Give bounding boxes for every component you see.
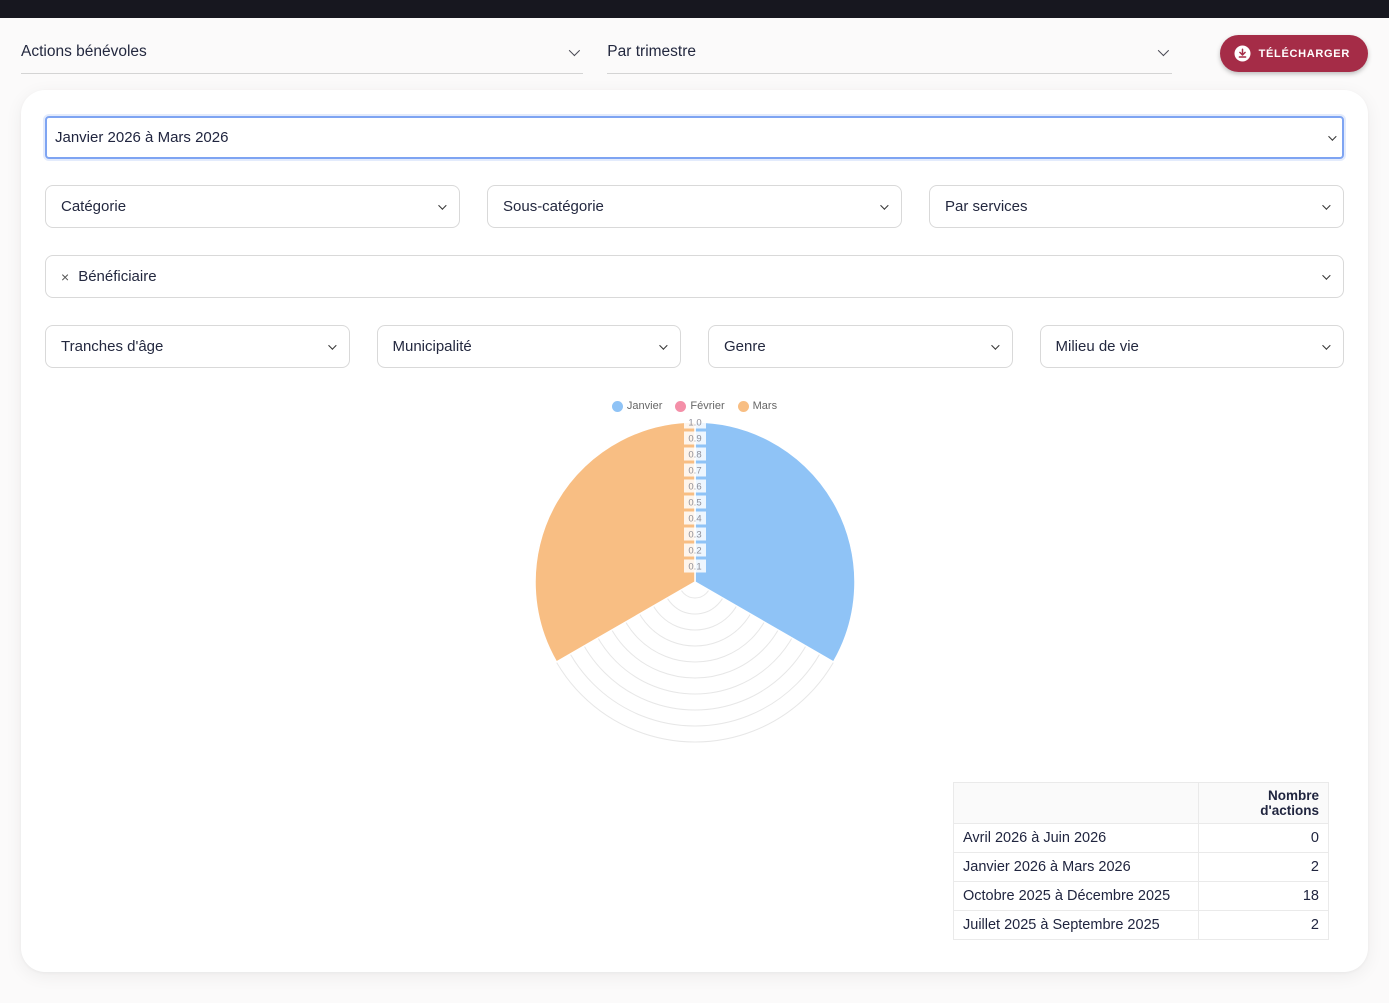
polar-sector-janvier (695, 422, 855, 662)
genre-select[interactable]: Genre (708, 325, 1013, 368)
legend-label: Février (690, 400, 724, 412)
toolbar: Actions bénévoles Par trimestre TÉLÉCHAR… (0, 18, 1389, 74)
radial-tick-label: 0.5 (688, 498, 701, 509)
chevron-down-icon (1322, 271, 1330, 279)
sous-categorie-select-label: Sous-catégorie (503, 198, 604, 215)
trimester-select[interactable]: Janvier 2026 à Mars 2026 (45, 116, 1344, 159)
filter-row-2: × Bénéficiaire (45, 255, 1344, 298)
chevron-down-icon (438, 201, 446, 209)
radial-tick-label: 0.1 (688, 562, 701, 573)
table-row: Janvier 2026 à Mars 20262 (954, 853, 1329, 882)
municipalite-select-label: Municipalité (393, 338, 472, 355)
chevron-down-icon (991, 341, 999, 349)
table-row: Juillet 2025 à Septembre 20252 (954, 911, 1329, 940)
radial-tick-label: 0.6 (688, 482, 701, 493)
radial-tick-label: 0.7 (688, 466, 701, 477)
polar-sector-mars (535, 422, 695, 662)
legend-label: Mars (753, 400, 777, 412)
tranches-age-select-label: Tranches d'âge (61, 338, 163, 355)
count-cell: 18 (1199, 882, 1329, 911)
categorie-select[interactable]: Catégorie (45, 185, 460, 228)
chevron-down-icon (880, 201, 888, 209)
results-table-body: Avril 2026 à Juin 20260Janvier 2026 à Ma… (954, 824, 1329, 940)
legend-dot (612, 401, 623, 412)
radial-tick-label: 0.9 (688, 434, 701, 445)
municipalite-select[interactable]: Municipalité (377, 325, 682, 368)
filter-row-3: Tranches d'âge Municipalité Genre Milieu… (45, 325, 1344, 368)
beneficiaire-select[interactable]: × Bénéficiaire (45, 255, 1344, 298)
radial-tick-label: 0.3 (688, 530, 701, 541)
chevron-down-icon (1322, 341, 1330, 349)
count-cell: 2 (1199, 911, 1329, 940)
count-cell: 0 (1199, 824, 1329, 853)
chevron-down-icon (569, 45, 580, 56)
table-header-row: Nombre d'actions (954, 783, 1329, 824)
filter-row-1: Catégorie Sous-catégorie Par services (45, 185, 1344, 228)
download-button-label: TÉLÉCHARGER (1259, 48, 1350, 60)
tranches-age-select[interactable]: Tranches d'âge (45, 325, 350, 368)
period-cell: Avril 2026 à Juin 2026 (954, 824, 1199, 853)
period-type-select[interactable]: Par trimestre (607, 37, 1171, 74)
legend-dot (675, 401, 686, 412)
categorie-select-label: Catégorie (61, 198, 126, 215)
period-cell: Juillet 2025 à Septembre 2025 (954, 911, 1199, 940)
period-cell: Janvier 2026 à Mars 2026 (954, 853, 1199, 882)
top-navbar (0, 0, 1389, 18)
genre-select-label: Genre (724, 338, 766, 355)
polar-area-chart: 0.1 0.2 0.3 0.4 0.5 0.6 0.7 0.8 0.9 1.0 (525, 412, 865, 750)
period-header (954, 783, 1199, 824)
chevron-down-icon (1157, 45, 1168, 56)
milieu-vie-select[interactable]: Milieu de vie (1040, 325, 1345, 368)
par-services-select[interactable]: Par services (929, 185, 1344, 228)
beneficiaire-select-label: Bénéficiaire (78, 268, 156, 285)
period-type-value: Par trimestre (607, 43, 696, 61)
par-services-select-label: Par services (945, 198, 1028, 215)
results-table-section: Nombre d'actions Avril 2026 à Juin 20260… (45, 782, 1344, 940)
report-type-select[interactable]: Actions bénévoles (21, 37, 583, 74)
legend-item[interactable]: Février (675, 400, 724, 412)
table-row: Octobre 2025 à Décembre 202518 (954, 882, 1329, 911)
chevron-down-icon (659, 341, 667, 349)
count-header: Nombre d'actions (1199, 783, 1329, 824)
remove-icon[interactable]: × (61, 269, 69, 285)
radial-tick-label: 0.8 (688, 450, 701, 461)
sous-categorie-select[interactable]: Sous-catégorie (487, 185, 902, 228)
chevron-down-icon (1322, 201, 1330, 209)
report-type-value: Actions bénévoles (21, 43, 147, 61)
radial-tick-label: 0.4 (688, 514, 701, 525)
count-cell: 2 (1199, 853, 1329, 882)
legend-label: Janvier (627, 400, 662, 412)
legend-dot (738, 401, 749, 412)
report-card: Janvier 2026 à Mars 2026 Catégorie Sous-… (21, 90, 1368, 972)
chart-section: Janvier Février Mars 0.1 0.2 0.3 0.4 0.5 0.6 0.7… (45, 400, 1344, 750)
table-row: Avril 2026 à Juin 20260 (954, 824, 1329, 853)
chevron-down-icon (328, 341, 336, 349)
chart-legend: Janvier Février Mars (612, 400, 777, 412)
radial-tick-label: 1.0 (688, 418, 701, 429)
trimester-select-value: Janvier 2026 à Mars 2026 (55, 129, 228, 146)
legend-item[interactable]: Janvier (612, 400, 662, 412)
milieu-vie-select-label: Milieu de vie (1056, 338, 1139, 355)
legend-item[interactable]: Mars (738, 400, 777, 412)
radial-tick-label: 0.2 (688, 546, 701, 557)
results-table: Nombre d'actions Avril 2026 à Juin 20260… (953, 782, 1329, 940)
download-button[interactable]: TÉLÉCHARGER (1220, 35, 1368, 72)
chevron-down-icon (1328, 132, 1336, 140)
period-cell: Octobre 2025 à Décembre 2025 (954, 882, 1199, 911)
download-icon (1234, 45, 1251, 62)
